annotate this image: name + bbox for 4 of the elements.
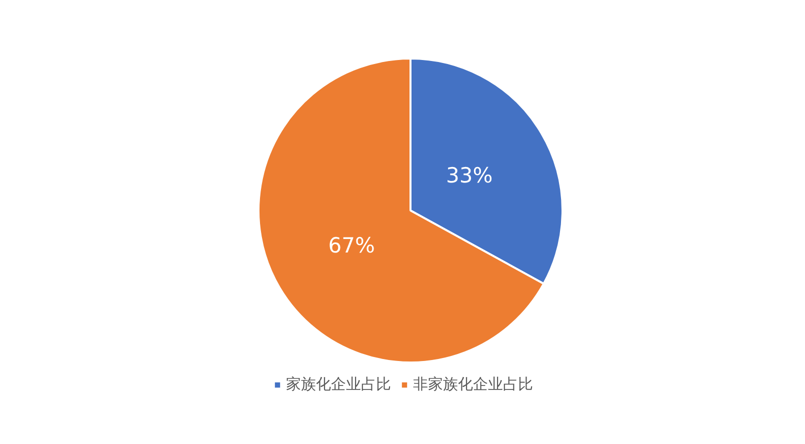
legend-label: 非家族化企业占比	[413, 375, 533, 394]
legend-label: 家族化企业占比	[286, 375, 391, 394]
data-label: 67%	[328, 233, 375, 258]
data-label: 33%	[446, 164, 493, 188]
